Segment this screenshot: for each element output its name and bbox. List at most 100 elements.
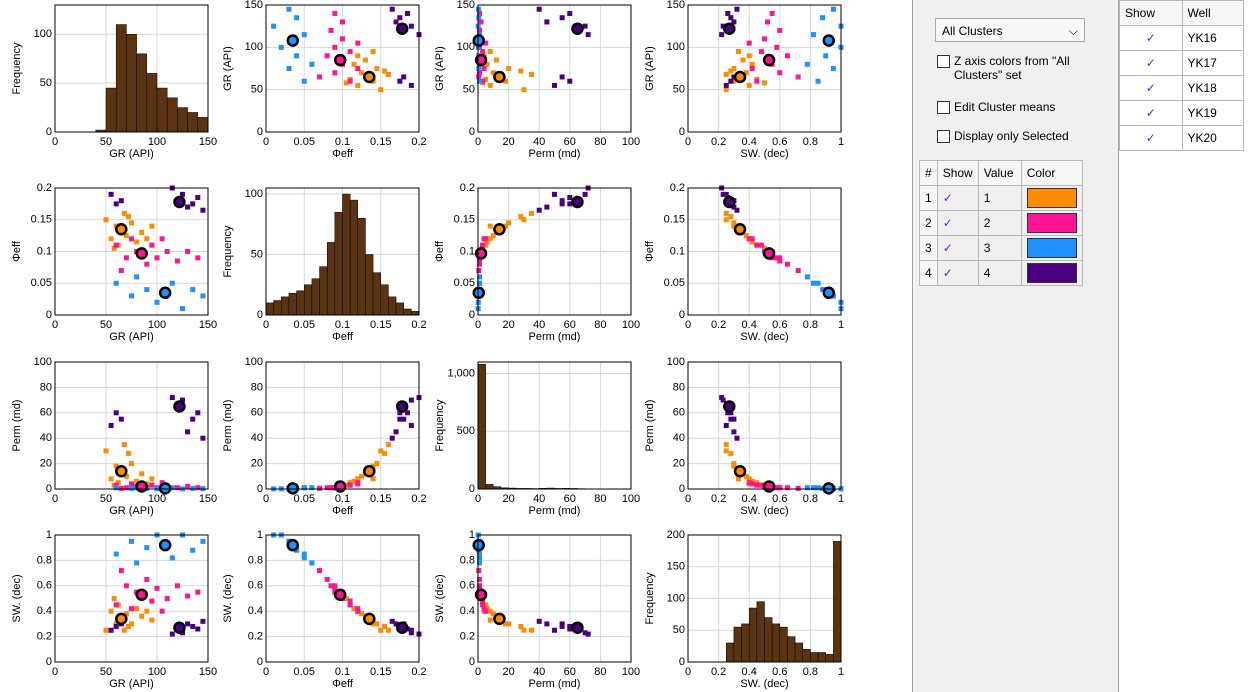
cluster-mean bbox=[822, 34, 836, 47]
data-point bbox=[582, 191, 588, 197]
data-point bbox=[567, 623, 573, 629]
well-row[interactable]: ✓ YK16 bbox=[1119, 25, 1244, 51]
y-tick-label: 0 bbox=[469, 656, 475, 668]
data-point bbox=[139, 229, 145, 235]
cluster-mean bbox=[395, 400, 409, 413]
x-tick-label: 0.2 bbox=[711, 666, 726, 678]
data-point bbox=[483, 77, 489, 83]
checkbox[interactable]: Display only Selected bbox=[937, 129, 1087, 143]
x-axis-label: Φeff bbox=[332, 505, 354, 517]
histogram-bar bbox=[281, 296, 290, 316]
cluster-mean bbox=[173, 195, 186, 209]
data-point bbox=[746, 236, 752, 242]
cluster-mean bbox=[493, 223, 506, 236]
x-tick-label: 0.2 bbox=[411, 136, 426, 148]
data-point bbox=[271, 23, 277, 29]
cluster-mean bbox=[363, 70, 376, 84]
show-check: ✓ bbox=[936, 260, 979, 286]
y-tick-label: 0 bbox=[679, 483, 685, 495]
x-tick-label: 0.2 bbox=[711, 319, 726, 331]
cluster-mean bbox=[135, 588, 148, 601]
data-point bbox=[328, 485, 334, 491]
data-point bbox=[113, 602, 119, 608]
data-point bbox=[804, 485, 810, 491]
show-check: ✓ bbox=[1119, 125, 1183, 151]
data-point bbox=[405, 10, 411, 16]
y-tick-label: 0 bbox=[46, 656, 52, 668]
data-point bbox=[585, 631, 591, 637]
data-point bbox=[149, 598, 155, 604]
cluster-row[interactable]: 2 ✓ 2 bbox=[919, 210, 1083, 236]
data-point bbox=[582, 630, 588, 636]
data-point bbox=[483, 608, 489, 614]
data-point bbox=[190, 485, 196, 491]
data-point bbox=[332, 583, 338, 589]
data-point bbox=[351, 606, 357, 612]
x-axis-label: Perm (md) bbox=[529, 148, 581, 160]
data-point bbox=[378, 627, 384, 633]
data-point bbox=[506, 621, 512, 627]
y-tick-label: 0.1 bbox=[37, 245, 52, 257]
data-point bbox=[503, 621, 509, 627]
cluster-row[interactable]: 4 ✓ 4 bbox=[919, 260, 1083, 286]
data-point bbox=[719, 32, 725, 38]
x-axis-label: Perm (md) bbox=[529, 331, 581, 343]
data-point bbox=[378, 448, 384, 454]
data-point bbox=[480, 598, 486, 604]
data-point bbox=[735, 476, 741, 482]
x-tick-label: 80 bbox=[594, 319, 606, 331]
data-point bbox=[159, 236, 165, 242]
cluster-mean bbox=[115, 612, 128, 626]
data-point bbox=[385, 442, 391, 448]
data-point bbox=[195, 626, 201, 632]
histogram-bar bbox=[756, 601, 765, 663]
y-tick-label: 0.2 bbox=[460, 631, 475, 643]
y-tick-label: 200 bbox=[667, 529, 685, 541]
data-point bbox=[180, 397, 185, 403]
data-point bbox=[746, 476, 752, 482]
data-point bbox=[484, 61, 490, 67]
y-tick-label: 50 bbox=[673, 624, 685, 636]
x-tick-label: 20 bbox=[502, 493, 514, 505]
well-row[interactable]: ✓ YK19 bbox=[1119, 100, 1244, 126]
well-row[interactable]: ✓ YK18 bbox=[1119, 75, 1244, 101]
data-point bbox=[731, 429, 737, 435]
data-point bbox=[728, 68, 734, 74]
checkbox[interactable]: Edit Cluster means bbox=[937, 100, 1087, 114]
y-tick-label: 0.2 bbox=[37, 182, 52, 194]
data-point bbox=[518, 214, 524, 220]
data-point bbox=[483, 242, 489, 248]
data-point bbox=[355, 82, 361, 88]
well-row[interactable]: ✓ YK17 bbox=[1119, 50, 1244, 76]
x-tick-label: 20 bbox=[502, 666, 514, 678]
data-point bbox=[129, 220, 134, 226]
data-point bbox=[185, 593, 191, 599]
data-point bbox=[103, 217, 109, 223]
x-tick-label: 0.6 bbox=[772, 136, 787, 148]
data-point bbox=[518, 623, 524, 629]
x-tick-label: 0.05 bbox=[294, 493, 315, 505]
data-point bbox=[113, 485, 119, 491]
well-row[interactable]: ✓ YK20 bbox=[1119, 125, 1244, 151]
x-tick-label: 150 bbox=[199, 493, 217, 505]
data-point bbox=[164, 596, 170, 601]
cluster-dropdown[interactable]: All Clusters ⌵ bbox=[935, 18, 1085, 42]
data-point bbox=[506, 66, 512, 71]
x-tick-label: 0.8 bbox=[803, 493, 818, 505]
checkbox[interactable]: Z axis colors from "All Clusters" set bbox=[937, 54, 1087, 82]
data-point bbox=[567, 10, 573, 16]
show-check: ✓ bbox=[1119, 100, 1183, 126]
cluster-row[interactable]: 3 ✓ 3 bbox=[919, 235, 1083, 261]
x-tick-label: 0.6 bbox=[772, 319, 787, 331]
plot-frame bbox=[54, 4, 209, 133]
data-point bbox=[347, 480, 353, 486]
show-check: ✓ bbox=[936, 185, 979, 211]
cluster-row[interactable]: 1 ✓ 1 bbox=[919, 185, 1083, 211]
histogram-bar bbox=[810, 652, 819, 663]
x-tick-label: 100 bbox=[622, 136, 640, 148]
y-tick-label: 0 bbox=[257, 483, 263, 495]
data-point bbox=[408, 627, 414, 633]
data-point bbox=[286, 6, 292, 12]
data-point bbox=[328, 583, 334, 589]
